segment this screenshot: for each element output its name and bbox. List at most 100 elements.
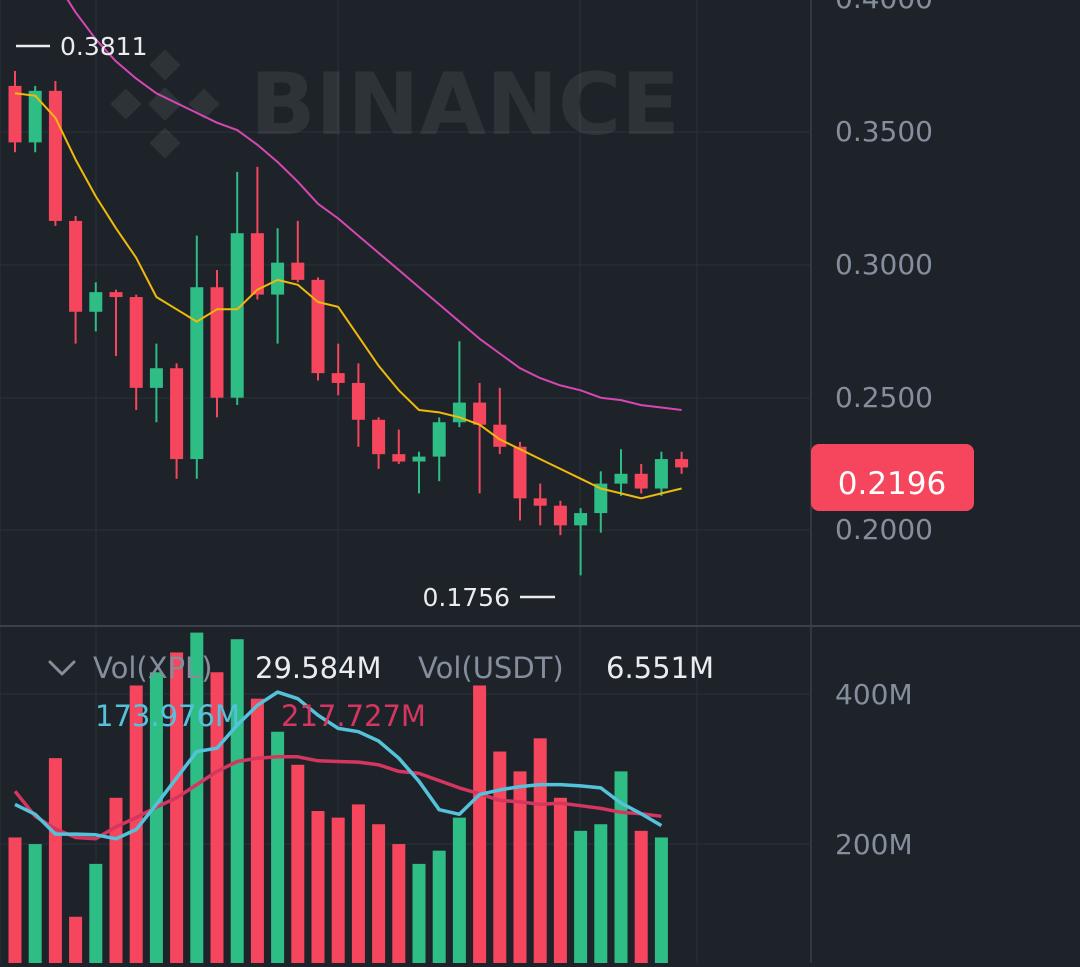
price-axis-label-top: 0.4000 <box>835 0 933 15</box>
candle <box>432 417 446 482</box>
volume-bar <box>8 837 22 963</box>
candle-body <box>351 382 365 420</box>
volume-bar <box>149 672 163 963</box>
candle <box>412 451 426 494</box>
candle-body <box>170 368 184 460</box>
volume-bar <box>351 804 365 963</box>
volume-bar <box>392 844 406 963</box>
candle <box>452 341 466 428</box>
candle <box>533 483 547 526</box>
candle-body <box>129 297 143 388</box>
high-price-value: 0.3811 <box>60 32 147 61</box>
vol-ma-short-value: 173.976M <box>95 699 240 733</box>
candle-body <box>69 220 83 312</box>
volume-bar <box>372 824 386 963</box>
candle <box>89 282 103 332</box>
moving-average-lines <box>14 0 682 500</box>
candle-body <box>412 456 426 462</box>
price-axis-label: 0.2500 <box>835 381 933 414</box>
vol-quote-value: 6.551M <box>606 651 714 685</box>
candle <box>250 166 264 300</box>
candle-body <box>89 292 103 312</box>
candle-body <box>271 262 285 295</box>
candle <box>149 343 163 423</box>
watermark-text: BINANCE <box>250 55 680 155</box>
candle <box>8 70 22 153</box>
volume-bar <box>574 830 588 963</box>
candle-body <box>372 419 386 455</box>
volume-bar <box>412 863 426 963</box>
vol-base-label: Vol(XPL) <box>93 651 213 685</box>
candle <box>271 228 285 344</box>
candle <box>634 463 648 494</box>
candle-body <box>634 473 648 489</box>
candle-body <box>48 90 62 221</box>
candle <box>675 451 689 474</box>
volume-ma-long-line <box>13 755 662 841</box>
candle <box>553 500 567 536</box>
low-price-value: 0.1756 <box>423 583 510 612</box>
price-ma-short-line <box>14 92 682 500</box>
high-price-marker: 0.3811 <box>16 32 147 61</box>
candle <box>210 270 224 418</box>
candle <box>574 508 588 576</box>
volume-bar <box>452 817 466 963</box>
candle-body <box>210 287 224 398</box>
candle-body <box>614 473 628 484</box>
price-axis-label: 0.3000 <box>835 248 933 281</box>
volume-bar <box>654 837 668 963</box>
volume-bar <box>69 916 83 963</box>
candle-body <box>553 505 567 526</box>
candle-body <box>190 287 204 460</box>
volume-bar <box>473 685 487 963</box>
current-price-value: 0.2196 <box>838 466 946 502</box>
volume-legend: Vol(XPL) 29.584M Vol(USDT) 6.551M 173.97… <box>48 651 714 733</box>
price-ma-long-line <box>66 0 682 411</box>
volume-bar <box>533 738 547 963</box>
candle <box>331 343 345 396</box>
binance-logo-watermark: BINANCE <box>110 49 680 159</box>
candle-body <box>109 292 123 298</box>
volume-bar <box>230 639 244 963</box>
candle <box>230 171 244 406</box>
candle <box>129 294 143 410</box>
volume-axis-label: 200M <box>835 828 913 861</box>
chevron-down-icon[interactable] <box>48 660 76 676</box>
candle <box>513 441 527 521</box>
current-price-tag-bg <box>811 444 974 511</box>
volume-moving-averages <box>13 690 663 841</box>
volume-bar <box>89 863 103 963</box>
candle-body <box>392 454 406 462</box>
candle-body <box>574 513 588 526</box>
candle-body <box>8 85 22 143</box>
candle <box>109 289 123 356</box>
volume-axis-label: 400M <box>835 678 913 711</box>
candle-body <box>513 446 527 499</box>
volume-bar <box>291 764 305 963</box>
volume-bar <box>190 632 204 963</box>
low-price-marker: 0.1756 <box>423 583 555 612</box>
candle-body <box>291 262 305 280</box>
volume-bar <box>109 797 123 963</box>
candle <box>311 277 325 381</box>
candlestick-series <box>8 70 689 576</box>
candle-body <box>28 90 42 143</box>
vol-quote-label: Vol(USDT) <box>418 651 564 685</box>
candle <box>594 471 608 533</box>
volume-bar <box>553 797 567 963</box>
candle-body <box>654 459 668 489</box>
candle <box>614 449 628 496</box>
current-price-tag[interactable]: 0.2196 <box>811 444 974 511</box>
volume-bar <box>331 817 345 963</box>
volume-bar <box>594 824 608 963</box>
candle <box>170 363 184 479</box>
volume-bar <box>271 731 285 963</box>
candle <box>372 417 386 469</box>
candle-body <box>473 402 487 425</box>
volume-ma-short-line <box>14 690 663 841</box>
volume-bar <box>311 811 325 963</box>
volume-bar <box>170 652 184 963</box>
candle <box>69 216 83 344</box>
